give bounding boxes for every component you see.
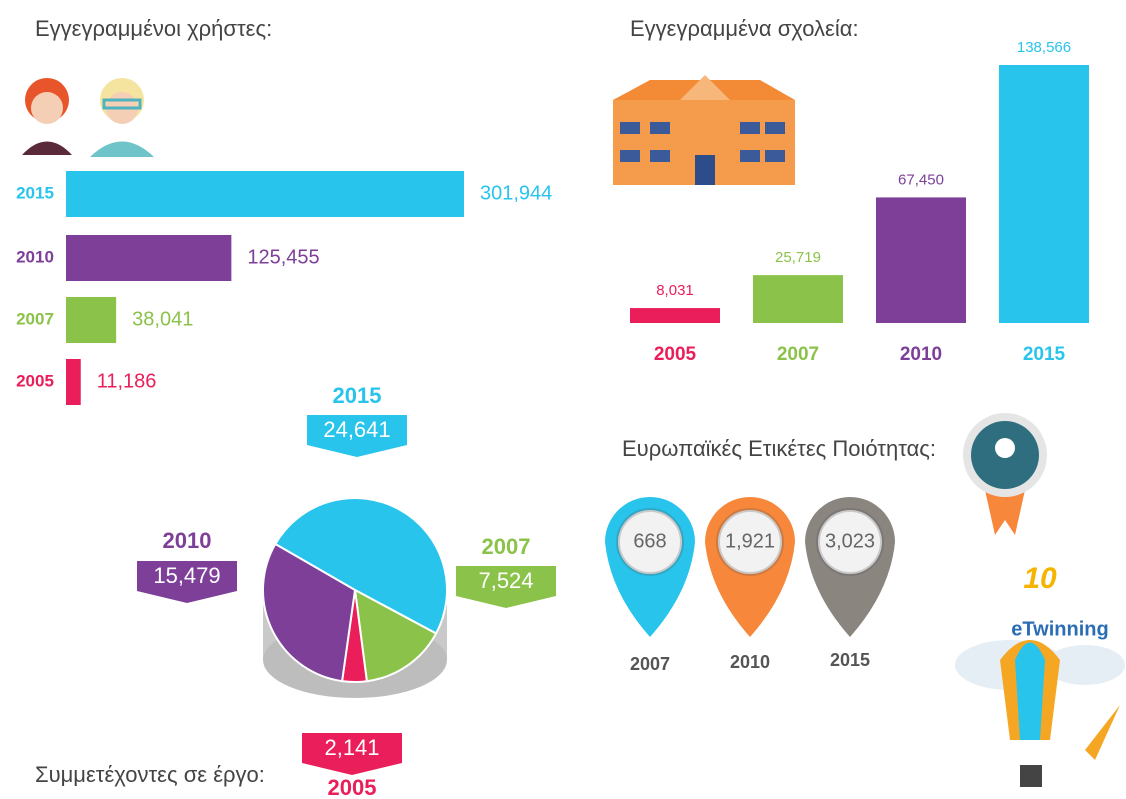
value-label: 125,455 <box>247 246 319 268</box>
category-label: 2005 <box>16 371 54 390</box>
value-label: 1,921 <box>725 530 775 552</box>
value-label: 24,641 <box>323 417 390 442</box>
value-label: 3,023 <box>825 530 875 552</box>
category-label: 2010 <box>16 247 54 266</box>
chart-title: Συμμετέχοντες σε έργο: <box>35 762 265 787</box>
value-label: 25,719 <box>775 249 821 266</box>
category-label: 2007 <box>482 534 531 559</box>
category-label: 2015 <box>16 183 54 202</box>
school-icon <box>613 75 795 185</box>
category-label: 2010 <box>730 652 770 672</box>
bar <box>66 297 116 343</box>
value-label: 11,186 <box>97 370 157 392</box>
bar <box>66 235 231 281</box>
category-label: 2007 <box>630 654 670 674</box>
value-label: 138,566 <box>1017 39 1071 56</box>
etwinning-logo: 10 eTwinning <box>955 562 1125 787</box>
bar <box>999 65 1089 323</box>
value-label: 7,524 <box>478 568 533 593</box>
category-label: 2005 <box>328 775 377 799</box>
chart-title: Εγγεγραμμένα σχολεία: <box>630 16 859 41</box>
logo-name: eTwinning <box>1011 618 1108 640</box>
chart-title: Εγγεγραμμένοι χρήστες: <box>35 16 272 41</box>
category-label: 2007 <box>777 344 819 365</box>
bar <box>630 308 720 323</box>
value-label: 2,141 <box>324 735 379 760</box>
value-label: 38,041 <box>132 308 193 330</box>
user-icons <box>22 78 154 157</box>
bar <box>876 197 966 323</box>
category-label: 2015 <box>1023 344 1066 365</box>
quality-badge <box>963 413 1047 535</box>
category-label: 2007 <box>16 309 54 328</box>
category-label: 2010 <box>163 528 212 553</box>
value-label: 8,031 <box>656 282 694 299</box>
chart-title: Ευρωπαϊκές Ετικέτες Ποιότητας: <box>622 436 936 461</box>
value-label: 301,944 <box>480 182 552 204</box>
category-label: 2015 <box>333 383 382 408</box>
value-label: 15,479 <box>153 563 220 588</box>
category-label: 2005 <box>654 344 697 365</box>
value-label: 668 <box>633 530 666 552</box>
bar <box>66 359 81 405</box>
category-label: 2010 <box>900 344 942 365</box>
logo-number: 10 <box>1023 562 1057 595</box>
bar <box>753 275 843 323</box>
infographic: 10 eTwinning Εγγεγραμμένοι χρήστες: 2015 3… <box>0 0 1126 799</box>
bar <box>66 171 464 217</box>
category-label: 2015 <box>830 650 870 670</box>
value-label: 67,450 <box>898 171 944 188</box>
